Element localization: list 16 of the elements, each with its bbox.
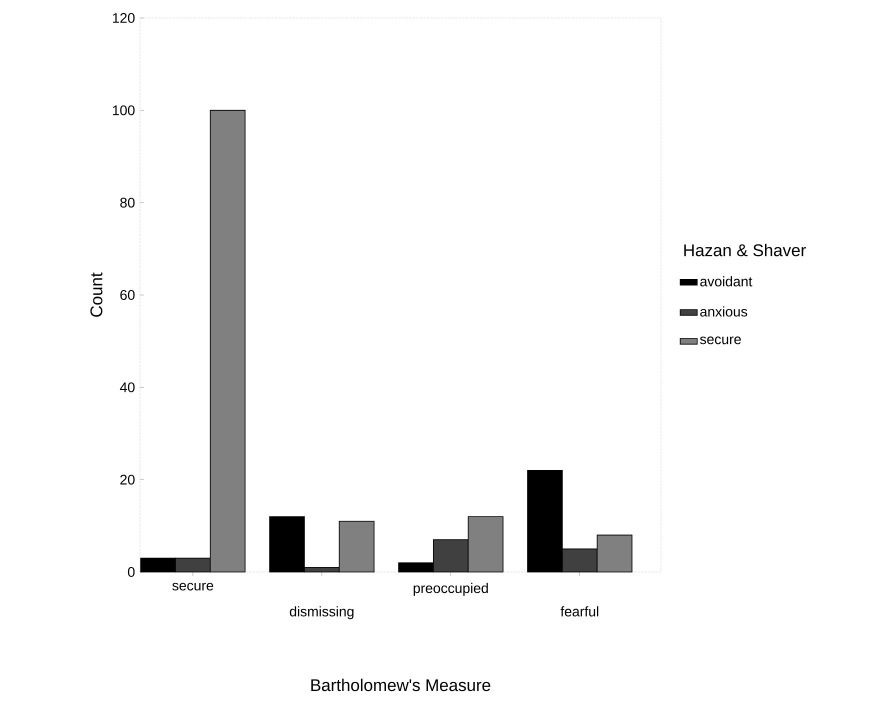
legend-label: secure (700, 336, 741, 344)
legend-title: Hazan & Shaver (684, 244, 806, 256)
y-tick-label: 60 (120, 290, 135, 300)
legend-label: avoidant (700, 276, 752, 286)
y-axis-title: Count (90, 272, 102, 317)
y-tick-label: 20 (120, 474, 135, 485)
x-tick-label: dismissing (290, 606, 354, 620)
y-tick-label: 120 (112, 13, 135, 23)
y-tick-label: 0 (128, 567, 135, 577)
y-tick-label: 100 (112, 105, 135, 116)
x-tick-label: preoccupied (414, 582, 488, 596)
x-tick-label: fearful (560, 606, 598, 616)
y-tick-label: 80 (120, 198, 135, 208)
y-tick-label: 40 (120, 382, 135, 392)
x-axis-title: Bartholomew's Measure (311, 678, 490, 692)
legend-label: anxious (700, 306, 748, 317)
